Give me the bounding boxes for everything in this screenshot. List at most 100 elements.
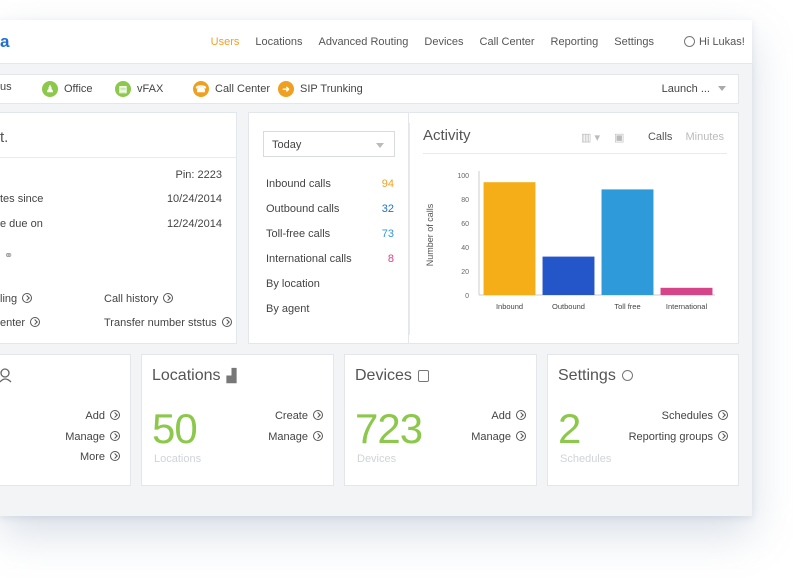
account-row-label: tes since	[0, 193, 44, 205]
bar-inbound	[483, 182, 536, 295]
users-add-link[interactable]: Add	[85, 410, 120, 422]
users-manage-link[interactable]: Manage	[65, 431, 120, 443]
building-icon: ▟	[226, 368, 237, 383]
locations-manage-link[interactable]: Manage	[268, 431, 323, 443]
brand-logo[interactable]: a	[0, 32, 10, 51]
phone-device-icon	[417, 370, 429, 382]
account-row-label: e due on	[0, 218, 43, 230]
locations-create-link[interactable]: Create	[275, 410, 323, 422]
chevron-right-icon	[718, 431, 728, 441]
stat-label: Toll-free calls	[266, 228, 331, 240]
call-history-link[interactable]: Call history	[104, 293, 174, 305]
settings-schedules-link[interactable]: Schedules	[662, 410, 728, 422]
link-label: enter	[0, 317, 26, 329]
nav-advanced-routing[interactable]: Advanced Routing	[318, 36, 409, 48]
link-label: Transfer number ststus	[104, 317, 217, 329]
divider	[409, 123, 410, 335]
stat-value: 32	[381, 203, 394, 215]
period-value: Today	[272, 139, 302, 151]
stat-inbound[interactable]: Inbound calls 94	[266, 178, 394, 190]
y-tick-label: 60	[461, 221, 469, 228]
nav-settings[interactable]: Settings	[614, 36, 654, 48]
bar-toll-free	[601, 189, 654, 295]
period-select[interactable]: Today	[263, 131, 395, 157]
gear-icon	[621, 370, 633, 381]
account-link-left-2[interactable]: enter	[0, 317, 41, 329]
nav-devices[interactable]: Devices	[424, 36, 464, 48]
stat-by-agent[interactable]: By agent	[266, 303, 394, 315]
chevron-down-icon	[376, 143, 384, 148]
y-tick-label: 100	[457, 173, 469, 180]
gear-icon	[684, 36, 695, 47]
product-unknown[interactable]: us	[0, 81, 12, 93]
stat-international[interactable]: International calls 8	[266, 253, 394, 265]
account-row-value: 10/24/2014	[166, 193, 222, 205]
link-icon[interactable]: ⚭	[4, 250, 14, 262]
product-label: SIP Trunking	[300, 83, 363, 95]
stat-toll-free[interactable]: Toll-free calls 73	[266, 228, 394, 240]
chevron-right-icon	[313, 431, 323, 441]
chevron-right-icon	[718, 410, 728, 420]
users-more-link[interactable]: More	[80, 451, 120, 463]
product-office[interactable]: ♟ Office	[42, 81, 93, 97]
phone-icon: ☎	[193, 81, 209, 97]
transfer-number-status-link[interactable]: Transfer number ststus	[104, 317, 232, 329]
stat-value: 8	[387, 253, 394, 265]
y-tick-label: 40	[461, 245, 469, 252]
chevron-right-icon	[313, 410, 323, 420]
devices-add-link[interactable]: Add	[491, 410, 526, 422]
app-window: a Users Locations Advanced Routing Devic…	[0, 20, 752, 516]
nav-reporting[interactable]: Reporting	[550, 36, 599, 48]
user-menu[interactable]: Hi Lukas!	[684, 36, 745, 48]
chevron-down-icon	[718, 86, 726, 91]
account-link-left-1[interactable]: ling	[0, 293, 33, 305]
x-tick-label: Outbound	[552, 302, 585, 311]
stat-value: 94	[381, 178, 394, 190]
link-label: Call history	[104, 293, 159, 305]
stat-label: Inbound calls	[266, 178, 331, 190]
call-stats-panel: Today Inbound calls 94 Outbound calls 32 T…	[248, 112, 408, 344]
product-label: vFAX	[137, 83, 164, 95]
y-tick-label: 80	[461, 197, 469, 204]
tab-calls[interactable]: Calls	[647, 131, 673, 143]
settings-reporting-groups-link[interactable]: Reporting groups	[629, 431, 728, 443]
divider	[0, 157, 237, 158]
bar-chart-icon[interactable]: ▥ ▾	[581, 132, 600, 144]
action-label: Create	[274, 410, 308, 422]
settings-card: Settings 2 Schedules Schedules Reporting…	[547, 354, 739, 486]
stat-outbound[interactable]: Outbound calls 32	[266, 203, 394, 215]
nav-call-center[interactable]: Call Center	[479, 36, 535, 48]
activity-bar-chart: Number of calls 0 20 40 60 80 100 Inbound Outbou…	[425, 171, 715, 311]
top-nav: a Users Locations Advanced Routing Devic…	[0, 20, 752, 64]
tab-minutes[interactable]: Minutes	[685, 131, 724, 143]
chevron-right-icon	[22, 293, 33, 303]
stat-label: By agent	[266, 303, 310, 315]
launch-dropdown[interactable]: Launch ...	[662, 83, 726, 95]
product-vfax[interactable]: ▤ vFAX	[115, 81, 163, 97]
chevron-right-icon	[516, 431, 526, 441]
chevron-right-icon	[110, 451, 120, 461]
chevron-right-icon	[110, 410, 120, 420]
product-bar: us ♟ Office ▤ vFAX ☎ Call Center ➜ SIP T…	[0, 74, 739, 104]
product-call-center[interactable]: ☎ Call Center	[193, 81, 270, 97]
locations-count-label: Locations	[154, 453, 202, 465]
stat-label: International calls	[266, 253, 352, 265]
x-tick-label: Inbound	[496, 302, 523, 311]
x-tick-label: Toll free	[614, 302, 640, 311]
bar-international	[660, 287, 713, 295]
user-greeting: Hi Lukas!	[699, 36, 745, 48]
launch-label: Launch ...	[661, 83, 710, 95]
account-title: t.	[0, 129, 9, 146]
product-label: Office	[64, 83, 93, 95]
chevron-right-icon	[30, 317, 41, 327]
nav-locations[interactable]: Locations	[255, 36, 303, 48]
devices-manage-link[interactable]: Manage	[471, 431, 526, 443]
product-sip-trunking[interactable]: ➜ SIP Trunking	[278, 81, 363, 97]
nav-users[interactable]: Users	[210, 36, 240, 48]
devices-count: 723	[355, 405, 423, 452]
export-icon[interactable]: ▣	[613, 132, 625, 144]
stat-by-location[interactable]: By location	[266, 278, 394, 290]
action-label: Manage	[65, 431, 105, 443]
users-card: Add Manage More	[0, 354, 131, 486]
chart-type-controls[interactable]: ▥ ▾ ▣	[581, 131, 624, 144]
